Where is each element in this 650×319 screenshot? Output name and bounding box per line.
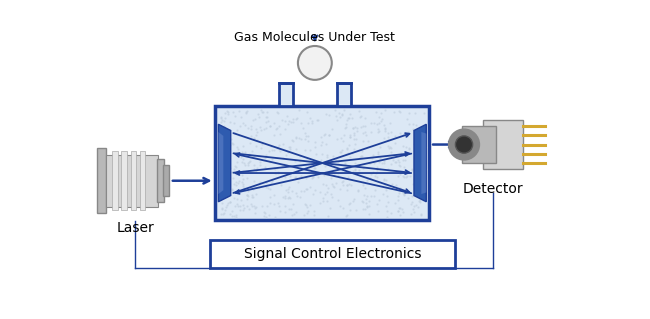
FancyBboxPatch shape	[163, 165, 169, 196]
FancyBboxPatch shape	[97, 148, 106, 213]
FancyBboxPatch shape	[140, 152, 145, 210]
FancyBboxPatch shape	[210, 240, 455, 268]
FancyBboxPatch shape	[484, 120, 523, 169]
Text: Detector: Detector	[462, 182, 523, 196]
FancyBboxPatch shape	[337, 83, 351, 106]
Circle shape	[449, 130, 479, 160]
FancyBboxPatch shape	[106, 154, 159, 207]
FancyBboxPatch shape	[122, 152, 127, 210]
Polygon shape	[414, 124, 426, 202]
FancyBboxPatch shape	[462, 126, 495, 163]
Text: Laser: Laser	[116, 221, 154, 235]
Polygon shape	[218, 124, 231, 202]
Polygon shape	[218, 132, 224, 194]
Circle shape	[456, 136, 473, 153]
Text: Signal Control Electronics: Signal Control Electronics	[244, 247, 421, 261]
FancyBboxPatch shape	[131, 152, 136, 210]
FancyBboxPatch shape	[279, 83, 293, 106]
FancyBboxPatch shape	[215, 106, 430, 220]
Polygon shape	[421, 132, 426, 194]
Circle shape	[298, 46, 332, 80]
FancyBboxPatch shape	[157, 159, 164, 202]
Text: Gas Molecules Under Test: Gas Molecules Under Test	[235, 32, 395, 44]
FancyBboxPatch shape	[112, 152, 118, 210]
